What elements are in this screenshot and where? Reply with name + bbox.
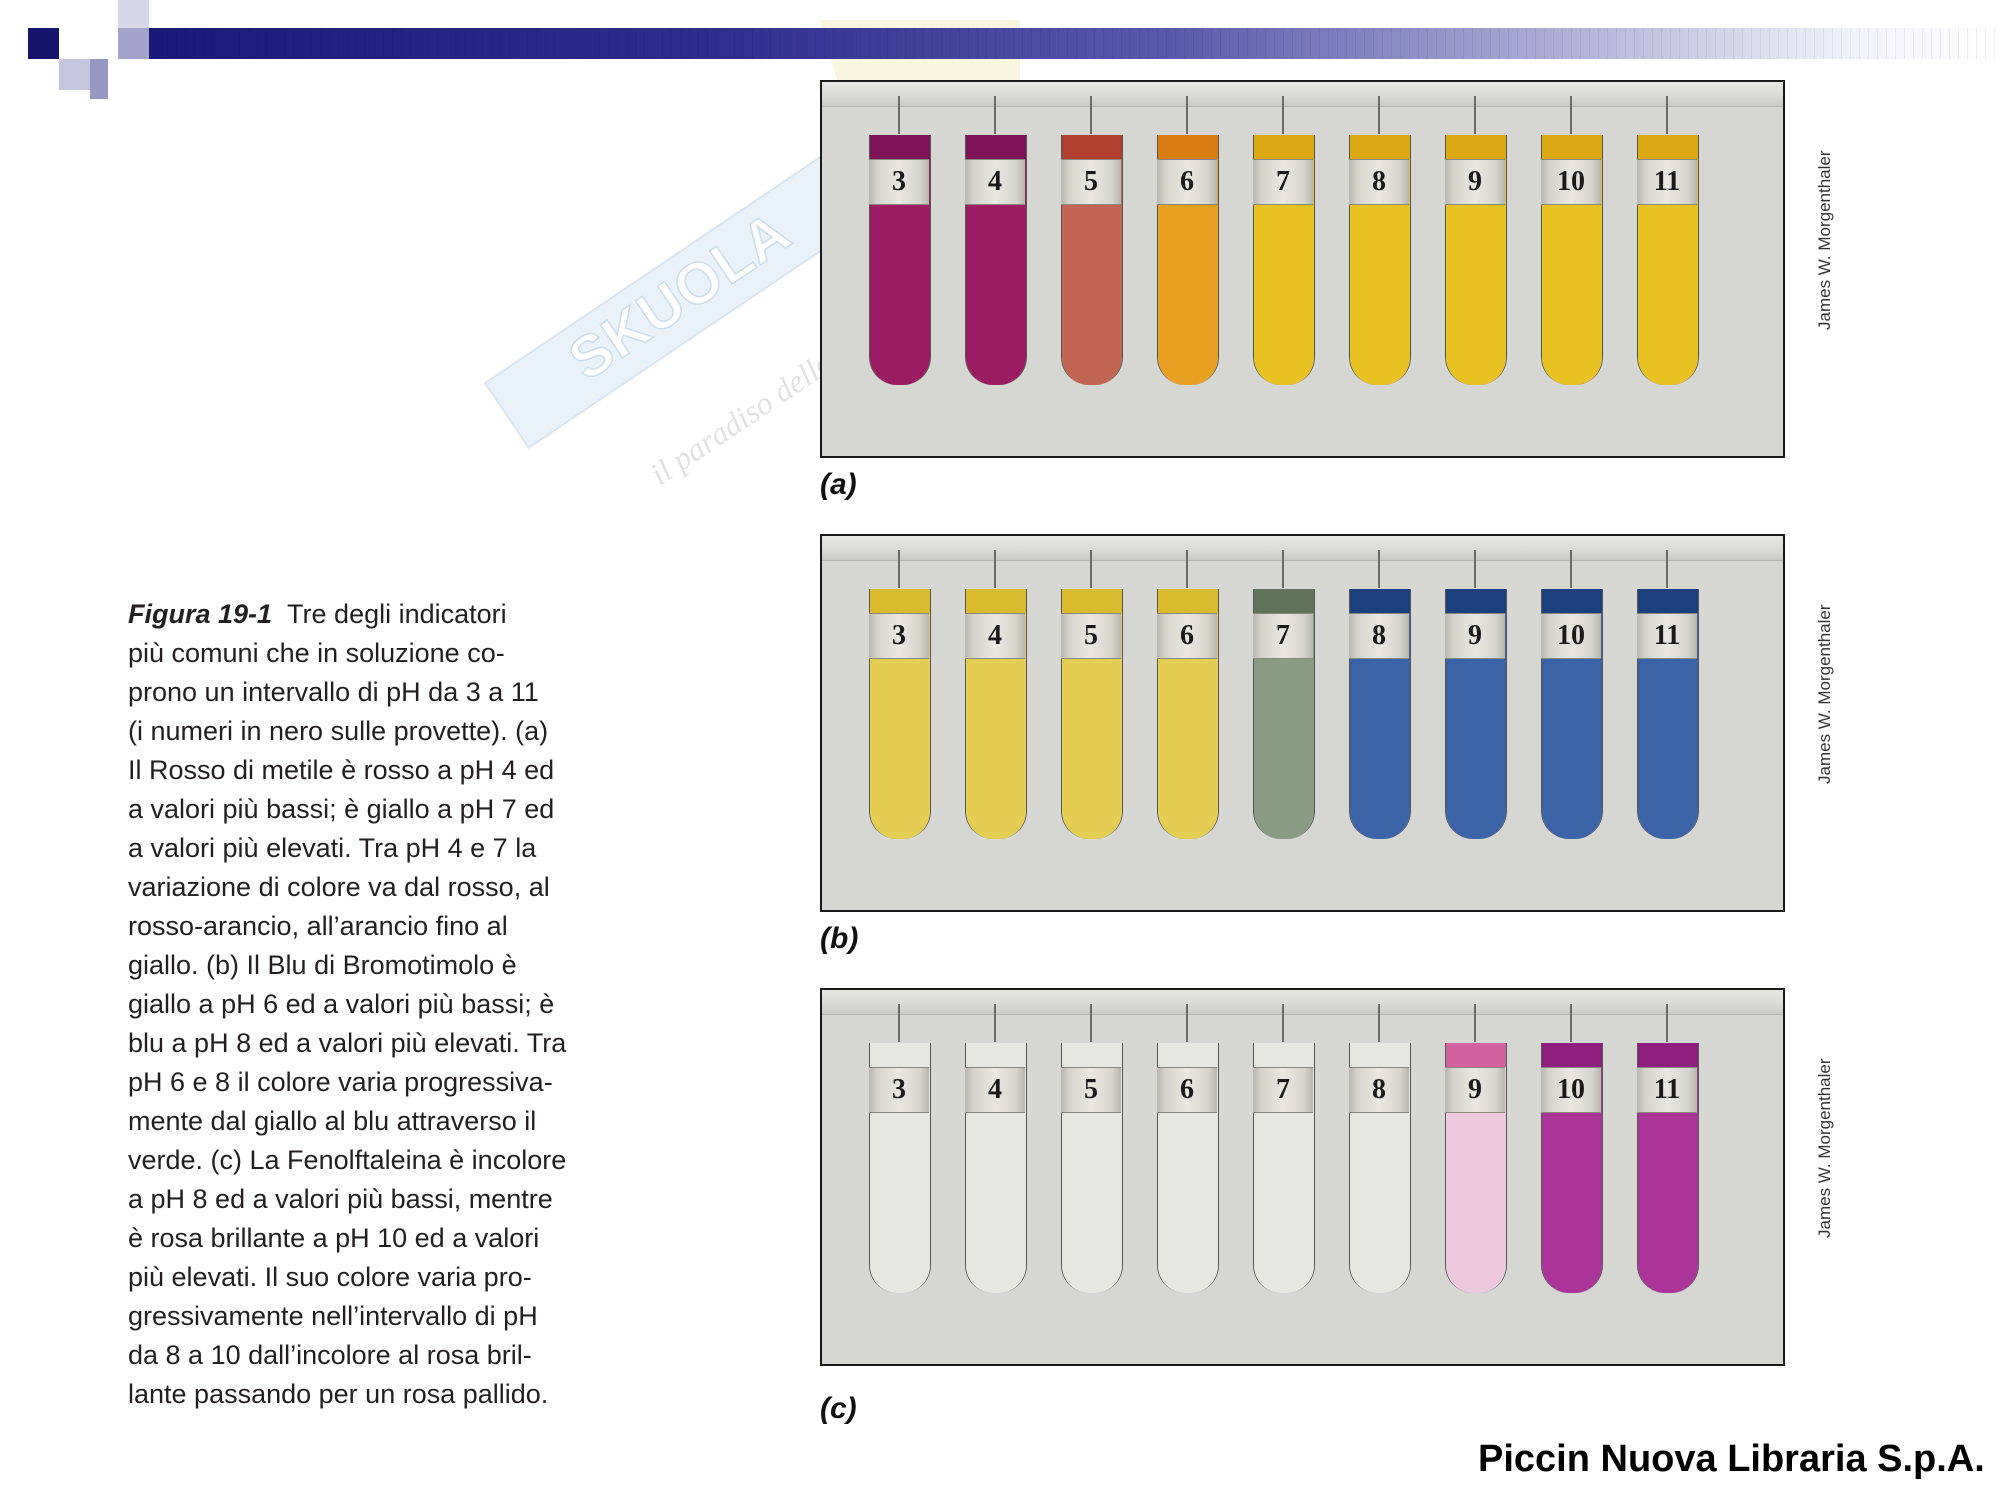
- svg-text:SKUOLA: SKUOLA: [557, 199, 801, 393]
